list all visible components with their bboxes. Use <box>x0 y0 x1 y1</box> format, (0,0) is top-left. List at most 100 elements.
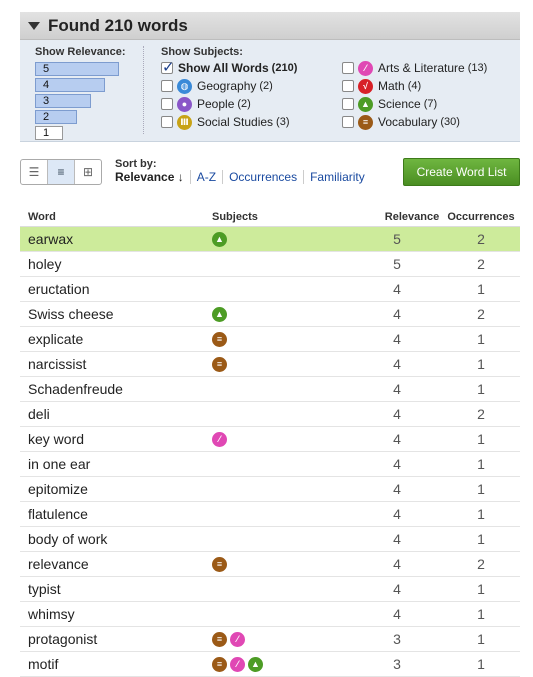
sort-options: Relevance ↓ A-Z Occurrences Familiarity <box>115 170 371 184</box>
create-word-list-button[interactable]: Create Word List <box>403 158 520 186</box>
col-occurrences[interactable]: Occurrences <box>447 211 515 223</box>
geography-checkbox[interactable] <box>161 80 173 92</box>
col-subjects[interactable]: Subjects <box>212 211 258 223</box>
results-header[interactable]: Found 210 words <box>20 12 520 40</box>
word-cell[interactable]: body of work <box>28 531 108 547</box>
word-cell[interactable]: epitomize <box>28 481 88 497</box>
sort-familiarity[interactable]: Familiarity <box>303 170 371 184</box>
globe-icon: ◍ <box>177 78 192 94</box>
table-row[interactable]: epitomize 4 1 <box>20 477 520 502</box>
col-relevance[interactable]: Relevance <box>384 211 440 223</box>
subject-arts-literature[interactable]: ⁄ Arts & Literature (13) <box>342 60 487 76</box>
table-row[interactable]: relevance ≡ 4 2 <box>20 552 520 577</box>
word-cell[interactable]: holey <box>28 256 62 272</box>
subjects-cell: ▲ <box>212 231 352 247</box>
subjects-cell: ≡ <box>212 556 352 572</box>
table-row[interactable]: protagonist ≡ ⁄ 3 1 <box>20 627 520 652</box>
book-icon: ≡ <box>212 631 227 647</box>
vocabulary-checkbox[interactable] <box>342 116 354 128</box>
relevance-cell: 4 <box>393 531 401 547</box>
arts-checkbox[interactable] <box>342 62 354 74</box>
relevance-cell: 4 <box>393 506 401 522</box>
occurrences-cell: 2 <box>477 306 485 322</box>
word-cell[interactable]: protagonist <box>28 631 98 647</box>
word-cell[interactable]: eructation <box>28 281 90 297</box>
table-row[interactable]: eructation 4 1 <box>20 277 520 302</box>
occurrences-cell: 1 <box>477 456 485 472</box>
word-cell[interactable]: whimsy <box>28 606 75 622</box>
col-word[interactable]: Word <box>28 211 56 223</box>
sort-occurrences[interactable]: Occurrences <box>222 170 303 184</box>
science-checkbox[interactable] <box>342 98 354 110</box>
subjects-cell: ≡ <box>212 331 352 347</box>
relevance-cell: 4 <box>393 606 401 622</box>
table-row[interactable]: explicate ≡ 4 1 <box>20 327 520 352</box>
flask-icon: ▲ <box>212 306 227 322</box>
word-cell[interactable]: motif <box>28 656 59 672</box>
book-icon: ≡ <box>212 331 227 347</box>
grid-view-icon[interactable]: ⊞ <box>82 165 94 179</box>
show-all-checkbox[interactable] <box>161 58 175 76</box>
relevance-level-1[interactable]: 1 <box>35 126 63 140</box>
brush-icon: ⁄ <box>230 656 245 672</box>
word-cell[interactable]: earwax <box>28 231 74 247</box>
occurrences-cell: 1 <box>477 506 485 522</box>
relevance-cell: 4 <box>393 431 401 447</box>
subject-social-studies[interactable]: Ⅲ Social Studies (3) <box>161 114 290 130</box>
relevance-level-2[interactable]: 2 <box>35 110 77 124</box>
math-checkbox[interactable] <box>342 80 354 92</box>
table-header: Word Subjects Relevance Occurrences <box>20 208 520 227</box>
people-checkbox[interactable] <box>161 98 173 110</box>
word-cell[interactable]: narcissist <box>28 356 87 372</box>
brush-icon: ⁄ <box>358 60 373 76</box>
subject-geography[interactable]: ◍ Geography (2) <box>161 78 273 94</box>
word-cell[interactable]: explicate <box>28 331 84 347</box>
word-cell[interactable]: Swiss cheese <box>28 306 114 322</box>
occurrences-cell: 2 <box>477 256 485 272</box>
subject-people[interactable]: ● People (2) <box>161 96 251 112</box>
table-row[interactable]: Swiss cheese ▲ 4 2 <box>20 302 520 327</box>
table-row[interactable]: earwax ▲ 5 2 <box>20 227 520 252</box>
table-row[interactable]: holey 5 2 <box>20 252 520 277</box>
word-cell[interactable]: typist <box>28 581 61 597</box>
relevance-level-3[interactable]: 3 <box>35 94 91 108</box>
table-row[interactable]: typist 4 1 <box>20 577 520 602</box>
subject-count: (3) <box>276 116 290 128</box>
relevance-level-5[interactable]: 5 <box>35 62 119 76</box>
social-studies-checkbox[interactable] <box>161 116 173 128</box>
word-cell[interactable]: Schadenfreude <box>28 381 123 397</box>
relevance-cell: 4 <box>393 356 401 372</box>
table-row[interactable]: flatulence 4 1 <box>20 502 520 527</box>
table-row[interactable]: body of work 4 1 <box>20 527 520 552</box>
word-cell[interactable]: in one ear <box>28 456 91 472</box>
relevance-cell: 4 <box>393 556 401 572</box>
table-row[interactable]: narcissist ≡ 4 1 <box>20 352 520 377</box>
columns-icon: Ⅲ <box>177 114 192 130</box>
word-cell[interactable]: key word <box>28 431 85 447</box>
word-cell[interactable]: relevance <box>28 556 89 572</box>
word-cell[interactable]: flatulence <box>28 506 88 522</box>
relevance-cell: 3 <box>393 656 401 672</box>
table-row[interactable]: motif ≡ ⁄ ▲ 3 1 <box>20 652 520 677</box>
relevance-level-4[interactable]: 4 <box>35 78 105 92</box>
subject-vocabulary[interactable]: ≡ Vocabulary (30) <box>342 114 460 130</box>
collapse-triangle-icon[interactable] <box>28 21 40 30</box>
subject-label: Arts & Literature <box>378 61 465 75</box>
table-row[interactable]: whimsy 4 1 <box>20 602 520 627</box>
list-view-icon[interactable]: ≡ <box>48 160 75 184</box>
filter-divider <box>143 46 144 134</box>
subject-science[interactable]: ▲ Science (7) <box>342 96 437 112</box>
subject-math[interactable]: √ Math (4) <box>342 78 421 94</box>
compact-view-icon[interactable]: ☰ <box>21 160 48 184</box>
table-row[interactable]: key word ⁄ 4 1 <box>20 427 520 452</box>
sort-relevance[interactable]: Relevance ↓ <box>115 170 184 184</box>
table-row[interactable]: in one ear 4 1 <box>20 452 520 477</box>
table-row[interactable]: deli 4 2 <box>20 402 520 427</box>
flask-icon: ▲ <box>248 656 263 672</box>
toolbar: ☰ ≡ ⊞ Sort by: Relevance ↓ A-Z Occurrenc… <box>20 156 520 188</box>
word-cell[interactable]: deli <box>28 406 50 422</box>
sort-a-z[interactable]: A-Z <box>189 170 222 184</box>
subject-show-all[interactable]: Show All Words (210) <box>161 58 297 76</box>
occurrences-cell: 1 <box>477 281 485 297</box>
table-row[interactable]: Schadenfreude 4 1 <box>20 377 520 402</box>
